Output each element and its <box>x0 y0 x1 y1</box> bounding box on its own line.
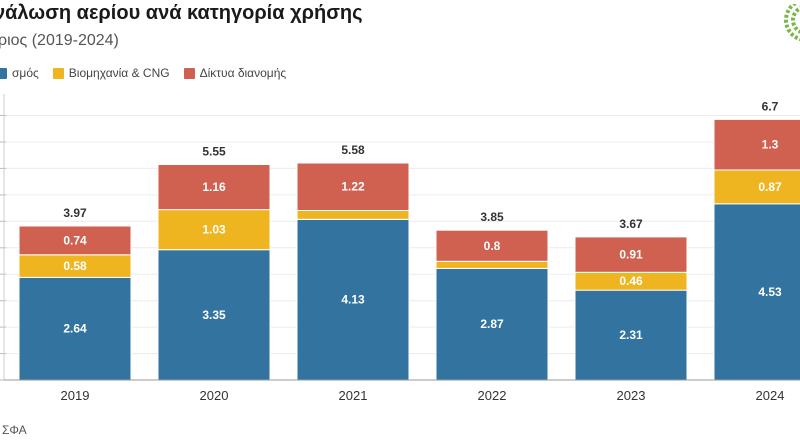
data-label: 2.31 <box>619 328 643 342</box>
bar-segment-households <box>157 249 271 381</box>
bar-segment-networks <box>713 118 800 171</box>
legend-label-industry: Βιομηχανία & CNG <box>68 66 170 80</box>
data-label: 1.03 <box>202 223 226 237</box>
data-label: 4.53 <box>758 285 782 299</box>
data-label: 1.3 <box>762 138 779 152</box>
x-tick-label: 2024 <box>756 388 785 403</box>
x-tick-label: 2022 <box>478 388 507 403</box>
bar-segment-households <box>296 218 410 381</box>
data-label: 0.58 <box>63 259 87 273</box>
legend-label-networks: Δίκτυα διανομής <box>199 66 287 80</box>
total-label: 6.7 <box>762 99 779 113</box>
bar-segment-industry <box>296 209 410 220</box>
data-label: 0.74 <box>63 233 87 247</box>
total-label: 5.55 <box>202 145 226 159</box>
bar-segment-industry <box>157 209 271 251</box>
chart-subtitle: ριος (2019-2024) <box>0 32 119 49</box>
legend-item-networks: Δίκτυα διανομής <box>183 66 287 80</box>
legend-item-industry: Βιομηχανία & CNG <box>52 66 170 80</box>
total-label: 3.67 <box>619 217 643 231</box>
legend: σμός Βιομηχανία & CNG Δίκτυα διανομής <box>0 66 300 80</box>
data-label: 1.16 <box>202 180 226 194</box>
x-tick-label: 2021 <box>339 388 368 403</box>
legend-swatch-households <box>0 67 7 79</box>
bar-segment-networks <box>574 236 688 273</box>
bar-segment-industry <box>713 169 800 205</box>
x-tick-label: 2019 <box>61 388 90 403</box>
bar-segment-households <box>713 203 800 381</box>
total-label: 5.58 <box>341 143 365 157</box>
data-label: 2.64 <box>63 322 87 336</box>
data-label: 0.87 <box>758 180 782 194</box>
data-label: 0.46 <box>619 274 643 288</box>
bar-segment-networks <box>18 225 132 256</box>
data-label: 0.91 <box>619 248 643 262</box>
bar-segment-households <box>18 276 132 381</box>
bar-segment-networks <box>296 162 410 211</box>
bar-segment-industry <box>435 260 549 269</box>
legend-swatch-industry <box>52 67 64 79</box>
bar-segment-networks <box>435 229 549 262</box>
data-label: 3.35 <box>202 308 226 322</box>
data-label: 2.87 <box>480 317 504 331</box>
bar-segment-households <box>574 289 688 381</box>
legend-swatch-networks <box>183 67 195 79</box>
x-tick-label: 2020 <box>200 388 229 403</box>
total-label: 3.97 <box>63 206 87 220</box>
total-label: 3.85 <box>480 210 504 224</box>
legend-label-households: σμός <box>12 66 39 80</box>
leaf-logo-icon <box>782 4 800 44</box>
chart-title: νάλωση αερίου ανά κατηγορία χρήσης <box>0 2 363 24</box>
x-tick-label: 2023 <box>617 388 646 403</box>
data-label: 1.22 <box>341 180 365 194</box>
source-note: ΣΦΑ <box>2 423 27 437</box>
data-label: 4.13 <box>341 293 365 307</box>
data-label: 0.8 <box>484 239 501 253</box>
legend-item-households: σμός <box>0 66 39 80</box>
bar-segment-networks <box>157 164 271 211</box>
